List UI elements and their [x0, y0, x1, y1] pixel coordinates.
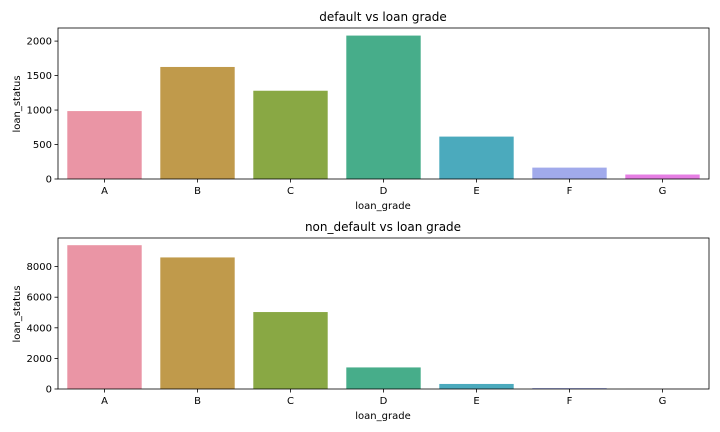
y-tick-label: 2000: [27, 354, 52, 365]
x-tick-label: E: [473, 186, 479, 197]
bar-A: [67, 111, 142, 179]
x-tick-label: E: [473, 396, 479, 407]
x-tick-label: C: [287, 396, 294, 407]
plot-frame: [57, 237, 710, 390]
bar-D: [346, 367, 421, 389]
bar-D: [346, 35, 421, 179]
y-tick-label: 1000: [27, 106, 52, 117]
bar-C: [253, 90, 328, 179]
x-tick-label: D: [380, 186, 388, 197]
x-tick-label: A: [101, 396, 108, 407]
x-tick-label: G: [659, 186, 667, 197]
y-tick-label: 500: [33, 140, 52, 151]
bar-G: [625, 174, 700, 179]
bar-B: [160, 257, 235, 389]
bar-B: [160, 66, 235, 179]
y-tick-label: 0: [46, 385, 52, 396]
x-tick-label: B: [194, 186, 201, 197]
x-axis-label: loan_grade: [355, 201, 410, 212]
chart-title: non_default vs loan grade: [305, 220, 461, 234]
chart-title: default vs loan grade: [319, 10, 447, 24]
y-tick-label: 0: [46, 175, 52, 186]
y-axis-label: loan_status: [12, 75, 23, 132]
y-axis-label: loan_status: [12, 285, 23, 342]
x-tick-label: F: [567, 186, 573, 197]
bar-E: [439, 136, 514, 179]
x-tick-label: D: [380, 396, 388, 407]
bar-F: [532, 167, 607, 179]
x-tick-label: G: [659, 396, 667, 407]
y-tick-label: 8000: [27, 262, 52, 273]
y-tick-label: 2000: [27, 37, 52, 48]
x-tick-label: C: [287, 186, 294, 197]
chart-default-vs-loan-grade: default vs loan grade loan_grade loan_st…: [12, 10, 710, 212]
x-axis-label: loan_grade: [355, 411, 410, 422]
y-tick-label: 1500: [27, 71, 52, 82]
bar-C: [253, 312, 328, 389]
chart-non-default-vs-loan-grade: non_default vs loan grade loan_grade loa…: [12, 220, 710, 422]
x-tick-label: A: [101, 186, 108, 197]
bar-A: [67, 245, 142, 389]
y-tick-label: 6000: [27, 293, 52, 304]
x-tick-label: B: [194, 396, 201, 407]
bar-F: [532, 388, 607, 389]
y-tick-label: 4000: [27, 323, 52, 334]
x-tick-label: F: [567, 396, 573, 407]
bar-E: [439, 383, 514, 389]
